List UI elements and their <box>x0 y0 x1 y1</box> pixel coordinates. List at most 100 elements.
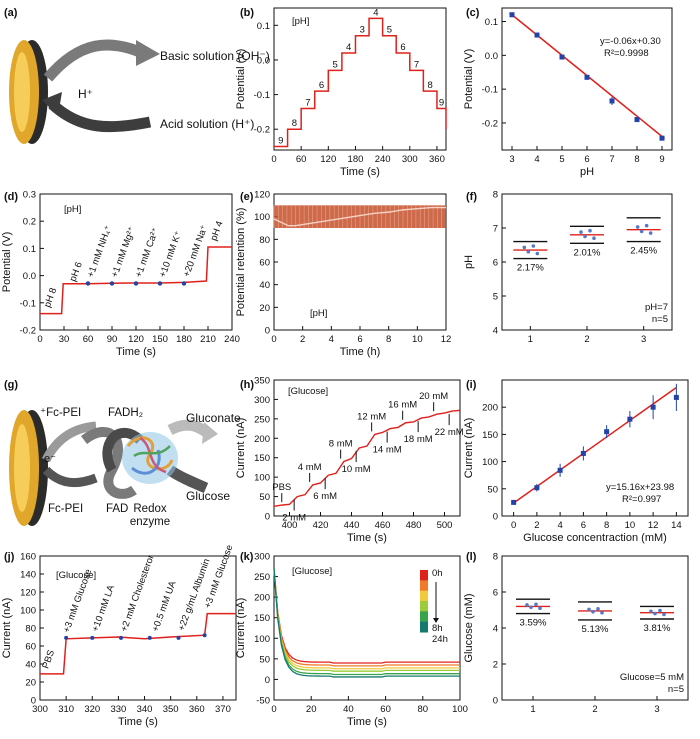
tag-label: [pH] <box>64 204 81 215</box>
y-tick-label: -0.2 <box>482 118 498 129</box>
data-point <box>529 605 533 610</box>
x-axis-label: Time (h) <box>340 346 381 358</box>
electrode-highlight <box>14 424 30 512</box>
x-tick-label: 2 <box>300 334 305 345</box>
y-axis-label: pH <box>463 255 475 269</box>
legend-start-label: 0h <box>432 568 443 579</box>
potential-step-line <box>274 17 447 148</box>
ion-annotation: pH 6 <box>68 261 85 284</box>
current-line <box>273 409 461 507</box>
fadh2-label: FADH₂ <box>108 407 143 419</box>
current-line <box>40 612 236 675</box>
enzyme-icon <box>122 432 178 484</box>
fit-r2: R²=0.997 <box>622 494 661 505</box>
marker-point <box>181 281 187 286</box>
series-line-16h <box>273 568 460 676</box>
ion-annotation: +20 mM Na⁺ <box>181 224 210 279</box>
y-tick-label: 50 <box>259 492 270 503</box>
y-tick-label: 6 <box>493 588 498 599</box>
marker-point <box>109 281 115 286</box>
data-point <box>522 245 527 250</box>
legend-mid-label: 8h <box>432 623 443 634</box>
step-ph-label: 7 <box>305 97 310 108</box>
note-line-2: n=5 <box>652 314 668 325</box>
arrow-down-curve <box>48 99 152 133</box>
data-point <box>653 611 657 616</box>
rsd-label: 5.13% <box>582 624 609 635</box>
legend-arrow-head <box>433 618 439 623</box>
data-point <box>644 223 649 228</box>
panel-f-label: (f) <box>466 191 477 203</box>
data-point <box>525 603 529 607</box>
y-tick-label: 0.1 <box>485 17 498 28</box>
x-tick-label: 310 <box>58 704 74 715</box>
data-point <box>609 98 615 104</box>
fad-label: FAD <box>106 503 128 515</box>
data-point <box>535 251 540 256</box>
panel-j-chart: 300 310 320 330 340 350 360 370 0 20 40 60 80 100 120 1… <box>1 543 237 728</box>
proton-label: H⁺ <box>78 87 93 101</box>
data-point <box>509 12 515 18</box>
x-tick-label: 300 <box>32 704 48 715</box>
data-point <box>534 32 540 38</box>
acid-solution-label: Acid solution (H⁺) <box>160 117 254 131</box>
x-tick-label: 5 <box>559 154 564 165</box>
series-line-24h <box>273 568 460 678</box>
marker-point <box>176 635 181 640</box>
x-tick-label: 80 <box>418 704 429 715</box>
enzyme-label: enzyme <box>130 516 170 528</box>
concentration-label: 8 mM <box>329 439 353 450</box>
legend-swatch <box>420 590 428 602</box>
ion-annotation: pH 8 <box>42 286 59 309</box>
x-tick-label: 60 <box>296 154 307 165</box>
y-tick-label: 300 <box>254 395 270 406</box>
panel-g-label: (g) <box>4 379 18 391</box>
step-ph-label: 5 <box>332 59 337 70</box>
x-tick-label: 2 <box>534 520 539 531</box>
y-tick-label: 200 <box>254 434 270 445</box>
electron-arrow-down <box>42 466 98 487</box>
y-tick-label: 0 <box>31 696 36 707</box>
marker-point <box>64 635 69 640</box>
x-tick-label: 460 <box>375 520 391 531</box>
y-tick-label: 150 <box>254 453 270 464</box>
marker-point <box>85 281 91 286</box>
tag-label: [Glucose] <box>288 386 328 397</box>
step-ph-label: 9 <box>278 136 283 147</box>
panel-c-label: (c) <box>466 7 480 19</box>
x-tick-label: 150 <box>152 334 168 345</box>
concentration-label: 22 mM <box>435 427 464 438</box>
y-tick-label: 20 <box>259 303 270 314</box>
data-point <box>649 609 653 614</box>
data-point <box>526 250 531 254</box>
note-line-1: pH=7 <box>645 302 668 313</box>
x-tick-label: 14 <box>671 520 682 531</box>
panel-j-label: (j) <box>4 551 15 563</box>
y-tick-label: 200 <box>254 593 270 604</box>
y-axis-label: Potential (V) <box>1 232 13 293</box>
x-tick-label: 500 <box>437 520 453 531</box>
step-ph-label: 8 <box>292 118 297 129</box>
y-tick-label: 8 <box>493 190 498 201</box>
x-tick-label: 3 <box>641 334 646 345</box>
x-tick-label: 440 <box>344 520 360 531</box>
data-point <box>659 135 665 141</box>
y-axis-label: Potential (V) <box>463 49 475 110</box>
y-tick-label: -50 <box>256 696 270 707</box>
y-tick-label: 150 <box>482 430 498 441</box>
arrow-up-head <box>136 40 160 66</box>
x-tick-label: 8 <box>386 334 391 345</box>
y-tick-label: 150 <box>254 613 270 624</box>
series-line-2h <box>273 568 460 667</box>
data-point <box>534 485 540 491</box>
panel-e-label: (e) <box>240 191 254 203</box>
y-tick-label: 40 <box>25 660 36 671</box>
step-ph-label: 3 <box>360 25 365 36</box>
y-tick-label: 350 <box>254 376 270 387</box>
y-tick-label: 0 <box>265 512 270 523</box>
concentration-label: 14 mM <box>373 445 402 456</box>
x-tick-label: 4 <box>534 154 539 165</box>
concentration-label: 18 mM <box>404 434 433 445</box>
ion-annotation: +1 mM Ca²⁺ <box>133 226 161 279</box>
